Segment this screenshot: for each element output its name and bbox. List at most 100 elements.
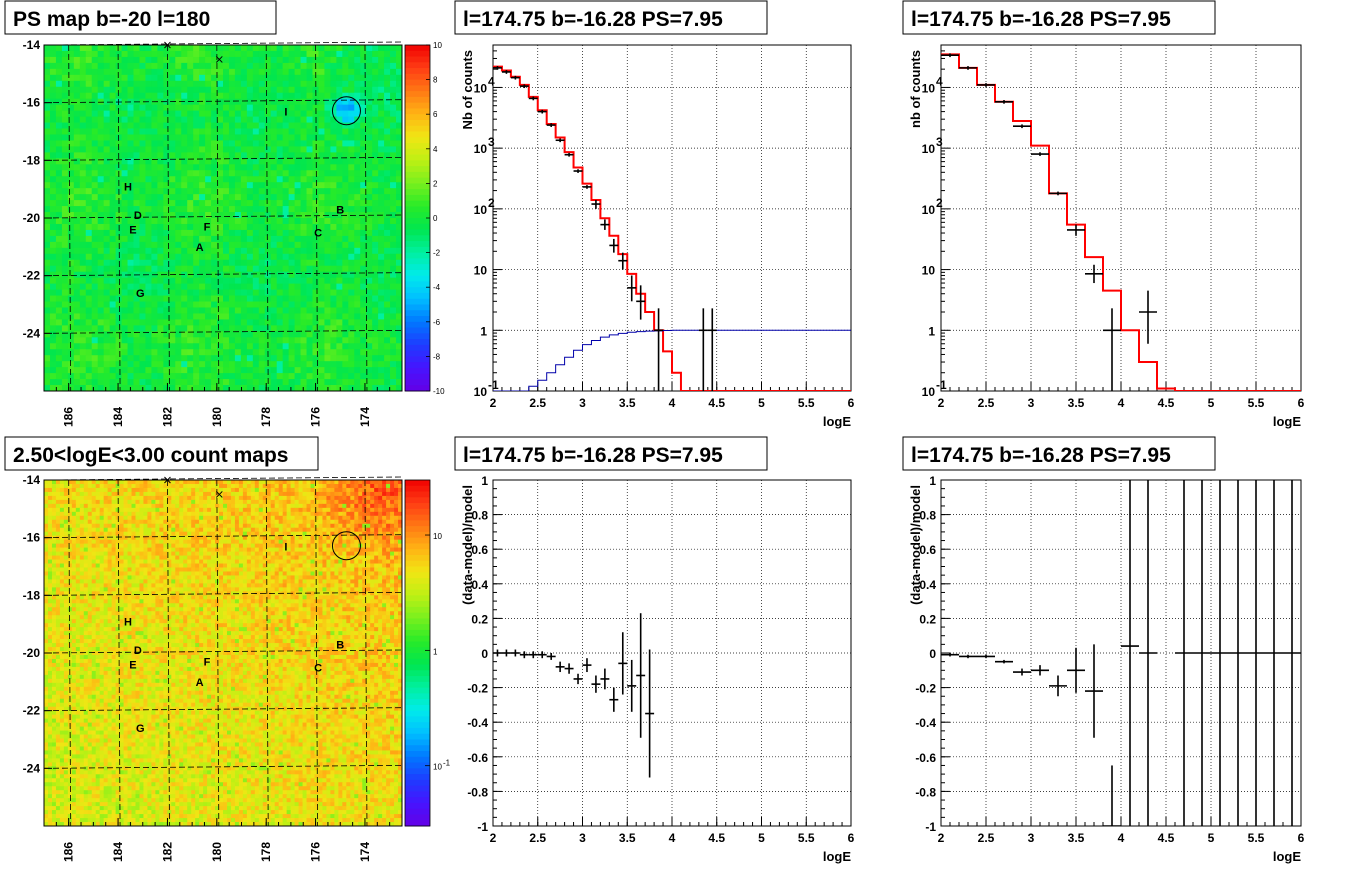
heatmap-cell xyxy=(270,503,276,509)
heatmap-cell xyxy=(276,253,284,261)
heatmap-cell xyxy=(47,523,53,529)
heatmap-cell xyxy=(207,507,212,513)
heatmap-cell xyxy=(47,495,53,501)
heatmap-cell xyxy=(354,519,359,525)
heatmap-cell xyxy=(276,56,284,64)
heatmap-cell xyxy=(358,519,363,525)
heatmap-cell xyxy=(282,170,290,177)
heatmap-cell xyxy=(167,527,172,533)
heatmap-cell xyxy=(270,361,278,368)
heatmap-cell xyxy=(270,253,278,261)
heatmap-cell xyxy=(85,343,93,350)
heatmap-cell xyxy=(336,188,343,195)
heatmap-cell xyxy=(61,134,69,141)
heatmap-cell xyxy=(246,98,254,106)
heatmap-cell xyxy=(348,307,355,314)
heatmap-cell xyxy=(276,367,284,374)
heatmap-cell xyxy=(145,331,152,338)
heatmap-cell xyxy=(348,134,355,141)
heatmap-cell xyxy=(67,247,75,255)
heatmap-cell xyxy=(312,379,319,386)
heatmap-cell xyxy=(300,271,307,279)
heatmap-cell xyxy=(175,325,182,332)
heatmap-cell xyxy=(199,218,206,225)
heatmap-cell xyxy=(157,271,164,279)
heatmap-cell xyxy=(246,68,254,76)
heatmap-cell xyxy=(55,277,63,285)
heatmap-cell xyxy=(193,379,200,386)
heatmap-cell xyxy=(217,361,224,368)
heatmap-cell xyxy=(350,535,355,541)
heatmap-cell xyxy=(123,515,128,521)
heatmap-cell xyxy=(61,367,69,374)
heatmap-cell xyxy=(91,480,97,485)
heatmap-cell xyxy=(183,519,188,525)
heatmap-cell xyxy=(306,45,313,52)
heatmap-cell xyxy=(348,241,355,249)
heatmap-cell xyxy=(217,86,224,94)
heatmap-cell xyxy=(330,98,337,106)
heatmap-cell xyxy=(199,92,206,100)
heatmap-cell xyxy=(157,385,164,391)
heatmap-cell xyxy=(288,164,295,171)
heatmap-cell xyxy=(127,343,134,350)
heatmap-cell xyxy=(252,283,260,290)
heatmap-cell xyxy=(115,265,122,273)
heatmap-cell xyxy=(384,110,391,117)
heatmap-cell xyxy=(372,152,379,159)
heatmap-cell xyxy=(49,62,57,70)
heatmap-cell xyxy=(318,535,323,541)
heatmap-cell xyxy=(131,515,136,521)
heatmap-cell xyxy=(372,80,379,88)
heatmap-cell xyxy=(298,491,303,497)
colorbar-segment xyxy=(405,200,430,207)
heatmap-cell xyxy=(262,523,268,529)
heatmap-cell xyxy=(157,349,164,356)
heatmap-cell xyxy=(193,176,200,183)
heatmap-cell xyxy=(183,487,188,493)
heatmap-cell xyxy=(95,483,101,489)
heatmap-cell xyxy=(139,499,144,505)
heatmap-cell xyxy=(264,176,272,183)
heatmap-cell xyxy=(228,56,236,64)
heatmap-cell xyxy=(79,212,87,219)
heatmap-cell xyxy=(234,343,242,350)
heatmap-cell xyxy=(378,367,385,374)
heatmap-cell xyxy=(390,116,397,123)
heatmap-cell xyxy=(276,355,284,362)
heatmap-cell xyxy=(318,283,325,290)
heatmap-cell xyxy=(398,499,402,505)
heatmap-cell xyxy=(312,301,319,308)
heatmap-cell xyxy=(217,164,224,171)
heatmap-cell xyxy=(187,337,194,344)
heatmap-cell xyxy=(312,74,319,82)
heatmap-cell xyxy=(199,152,206,159)
heatmap-cell xyxy=(334,515,339,521)
heatmap-cell xyxy=(336,337,343,344)
heatmap-cell xyxy=(115,176,122,183)
heatmap-cell xyxy=(139,313,146,320)
heatmap-cell xyxy=(115,307,122,314)
heatmap-cell xyxy=(252,146,260,153)
heatmap-cell xyxy=(276,68,284,76)
grid-line-latitude xyxy=(43,99,403,104)
heatmap-cell xyxy=(199,499,204,505)
heatmap-cell xyxy=(163,247,170,255)
heatmap-cell xyxy=(59,527,65,533)
heatmap-cell xyxy=(372,301,379,308)
heatmap-cell xyxy=(44,527,49,533)
heatmap-cell xyxy=(334,503,339,509)
heatmap-cell xyxy=(205,277,212,285)
heatmap-cell xyxy=(276,122,284,129)
heatmap-cell xyxy=(151,92,158,100)
heatmap-cell xyxy=(234,319,242,326)
heatmap-cell xyxy=(191,527,196,533)
heatmap-cell xyxy=(228,367,236,374)
heatmap-cell xyxy=(354,515,359,521)
heatmap-cell xyxy=(67,241,75,249)
heatmap-cell xyxy=(121,110,128,117)
heatmap-cell xyxy=(151,56,158,64)
heatmap-cell xyxy=(121,229,128,237)
heatmap-cell xyxy=(145,200,152,207)
heatmap-cell xyxy=(350,483,355,489)
